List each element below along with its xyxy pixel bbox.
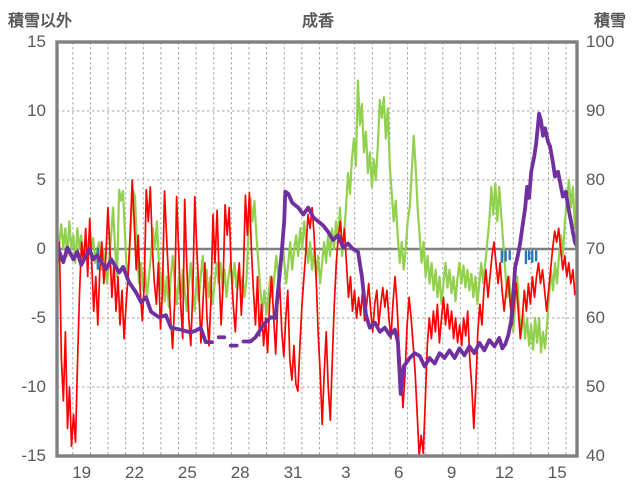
series-snow-depth-purple-line [241, 111, 578, 396]
y-right-tick-label: 50 [586, 377, 605, 397]
y-left-tick-label: 15 [27, 32, 46, 52]
y-right-tick-label: 40 [586, 446, 605, 466]
y-right-tick-label: 100 [586, 32, 615, 52]
y-left-tick-label: -5 [30, 308, 46, 328]
y-left-tick-label: -15 [21, 446, 46, 466]
x-tick-label: 31 [283, 463, 303, 482]
left-axis-title: 積雪以外 [8, 13, 73, 30]
x-tick-label: 22 [125, 463, 144, 482]
x-tick-label: 25 [177, 463, 197, 482]
x-tick-label: 19 [72, 463, 92, 482]
right-axis-title: 積雪 [593, 13, 626, 30]
x-tick-label: 3 [341, 463, 351, 482]
x-tick-label: 9 [446, 463, 457, 482]
y-right-tick-label: 70 [586, 239, 605, 259]
y-right-tick-label: 80 [586, 170, 605, 190]
series-snow-depth-purple-line [56, 245, 214, 344]
y-left-tick-label: 0 [36, 239, 46, 259]
y-right-tick-label: 90 [586, 101, 605, 121]
x-tick-label: 12 [494, 463, 514, 482]
x-tick-label: 28 [230, 463, 250, 482]
chart-title: 成香 [301, 13, 335, 30]
series-red-left-axis-line [56, 179, 576, 457]
y-right-tick-label: 60 [586, 308, 605, 328]
y-left-tick-label: -10 [21, 377, 46, 397]
plot-clip-group [56, 42, 578, 457]
y-left-tick-label: 10 [27, 101, 46, 121]
series-green-left-axis-line [56, 79, 576, 354]
x-tick-label: 6 [394, 463, 404, 482]
x-tick-label: 15 [547, 463, 567, 482]
y-left-tick-label: 5 [36, 170, 46, 190]
plot-frame [55, 40, 579, 458]
